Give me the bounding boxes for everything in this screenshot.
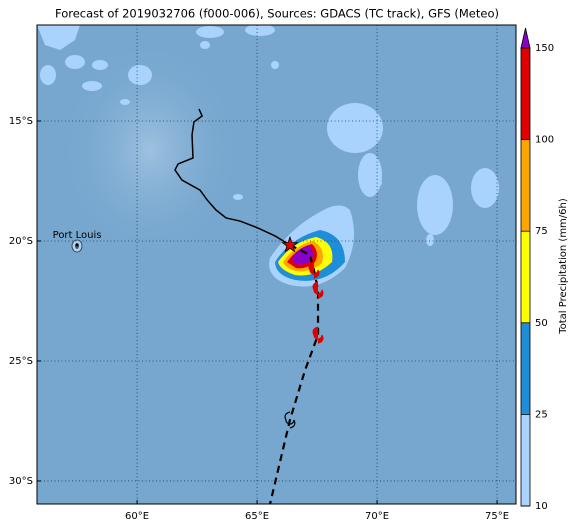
y-tick-label: 15°S: [9, 116, 33, 127]
place-label: Port Louis: [53, 230, 102, 241]
colorbar-tick-label: 50: [535, 318, 548, 329]
y-tick-label: 25°S: [9, 356, 33, 367]
place-marker: [75, 243, 79, 247]
cyclone-symbol: [308, 261, 320, 279]
x-tick-label: 60°E: [125, 511, 149, 522]
colorbar-segment: [521, 414, 530, 506]
map-frame: [36, 24, 517, 505]
y-tick-label: 20°S: [9, 236, 33, 247]
x-tick-label: 75°E: [485, 511, 509, 522]
colorbar-tick-label: 100: [535, 135, 554, 146]
cyclone-symbol: [312, 326, 324, 344]
current-position: [281, 235, 299, 253]
observed-track: [174, 108, 291, 246]
colorbar-extension: [520, 27, 531, 49]
x-tick-label: 70°E: [365, 511, 389, 522]
cyclone-symbol: [284, 411, 296, 429]
colorbar-segment: [521, 231, 530, 323]
colorbar-label: Total Precipitation (mm/6h): [558, 198, 569, 335]
colorbar-tick-label: 25: [535, 409, 548, 420]
y-tick-label: 30°S: [9, 476, 33, 487]
colorbar-segment: [521, 139, 530, 232]
extreme-precip: [292, 246, 313, 265]
cyclone-symbol: [312, 281, 324, 299]
map-area: Port Louis: [37, 25, 516, 504]
colorbar-tick-label: 150: [535, 43, 554, 54]
colorbar-tick-label: 10: [535, 501, 548, 512]
colorbar-segment: [521, 322, 530, 415]
colorbar-tick-label: 75: [535, 226, 548, 237]
cloud: [60, 40, 240, 260]
x-tick-label: 65°E: [245, 511, 269, 522]
map-title: Forecast of 2019032706 (f000-006), Sourc…: [55, 7, 499, 21]
forecast-track: [268, 244, 320, 504]
colorbar-segment: [521, 48, 530, 140]
